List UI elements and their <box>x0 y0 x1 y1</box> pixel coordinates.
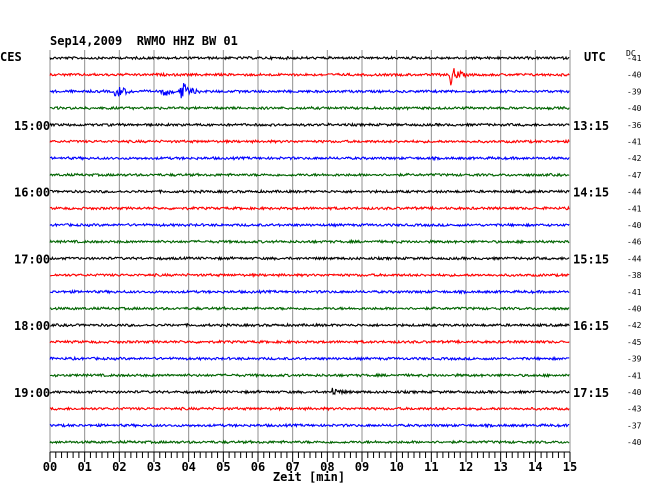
left-time-label: 16:00 <box>14 186 50 200</box>
dc-value: -42 <box>627 321 642 330</box>
labels: 00 01 02 03 04 05 06 07 08 09 10 11 12 13 14 15 15:00 16:… <box>14 54 642 474</box>
dc-value: -41 <box>627 138 642 147</box>
trace-8 <box>49 188 570 195</box>
chart-title: Sep14,2009 RWMO HHZ BW 01 <box>50 34 238 48</box>
trace-7 <box>49 172 570 178</box>
trace-lines <box>49 55 570 445</box>
dc-label: DC <box>626 49 636 58</box>
dc-value: -40 <box>627 104 642 113</box>
trace-16 <box>49 322 570 329</box>
dc-value: -41 <box>627 371 642 380</box>
dc-value: -42 <box>627 154 642 163</box>
right-time-label: 13:15 <box>573 119 609 133</box>
dc-value: -41 <box>627 54 642 63</box>
x-tick-label: 07 <box>285 460 299 474</box>
left-time-label: 19:00 <box>14 386 50 400</box>
x-tick-label: 06 <box>251 460 265 474</box>
dc-value: -47 <box>627 171 642 180</box>
trace-1 <box>49 68 570 86</box>
dc-value: -40 <box>627 305 642 314</box>
x-tick-label: 11 <box>424 460 438 474</box>
dc-value: -41 <box>627 204 642 213</box>
x-tick-label: 15 <box>563 460 577 474</box>
x-tick-label: 14 <box>528 460 542 474</box>
trace-5 <box>49 138 570 145</box>
right-time-label: 17:15 <box>573 386 609 400</box>
trace-2 <box>49 83 570 99</box>
dc-value: -40 <box>627 71 642 80</box>
trace-11 <box>49 238 570 245</box>
trace-18 <box>49 355 570 362</box>
trace-12 <box>49 255 570 262</box>
x-tick-label: 03 <box>147 460 161 474</box>
x-axis-label: Zeit [min] <box>273 470 345 484</box>
trace-21 <box>49 406 570 412</box>
trace-15 <box>49 305 570 311</box>
dc-value: -40 <box>627 221 642 230</box>
dc-value: -45 <box>627 338 642 347</box>
right-time-label: 14:15 <box>573 186 609 200</box>
dc-value: -41 <box>627 288 642 297</box>
dc-value: -46 <box>627 238 642 247</box>
trace-0 <box>49 55 570 61</box>
trace-23 <box>49 439 570 445</box>
dc-value: -38 <box>627 271 642 280</box>
dc-value: -43 <box>627 405 642 414</box>
trace-22 <box>49 422 570 429</box>
dc-value: -40 <box>627 438 642 447</box>
trace-14 <box>49 289 570 295</box>
x-tick-label: 00 <box>43 460 57 474</box>
x-tick-label: 12 <box>459 460 473 474</box>
dc-value: -44 <box>627 254 642 263</box>
dc-value: -39 <box>627 87 642 96</box>
trace-10 <box>49 222 570 228</box>
x-tick-label: 10 <box>389 460 403 474</box>
x-tick-label: 04 <box>181 460 195 474</box>
right-time-label: 15:15 <box>573 252 609 266</box>
left-time-label: 18:00 <box>14 319 50 333</box>
trace-17 <box>49 338 570 345</box>
grid-lines <box>49 50 571 452</box>
dc-value: -37 <box>627 421 642 430</box>
dc-value: -39 <box>627 355 642 364</box>
x-tick-label: 08 <box>320 460 334 474</box>
dc-value: -36 <box>627 121 642 130</box>
x-tick-label: 09 <box>355 460 369 474</box>
dc-value: -40 <box>627 388 642 397</box>
x-tick-label: 13 <box>493 460 507 474</box>
right-label: UTC <box>584 50 606 64</box>
dc-value: -44 <box>627 188 642 197</box>
x-tick-label: 05 <box>216 460 230 474</box>
trace-9 <box>49 205 570 212</box>
left-label: CES <box>0 50 22 64</box>
left-time-label: 17:00 <box>14 252 50 266</box>
trace-19 <box>49 372 570 379</box>
trace-20 <box>49 387 570 396</box>
right-time-label: 16:15 <box>573 319 609 333</box>
trace-3 <box>49 105 570 111</box>
x-tick-label: 02 <box>112 460 126 474</box>
trace-13 <box>50 272 570 278</box>
trace-4 <box>49 121 570 128</box>
trace-6 <box>49 155 570 162</box>
left-time-label: 15:00 <box>14 119 50 133</box>
x-axis-ticks <box>49 451 571 462</box>
x-tick-label: 01 <box>77 460 91 474</box>
